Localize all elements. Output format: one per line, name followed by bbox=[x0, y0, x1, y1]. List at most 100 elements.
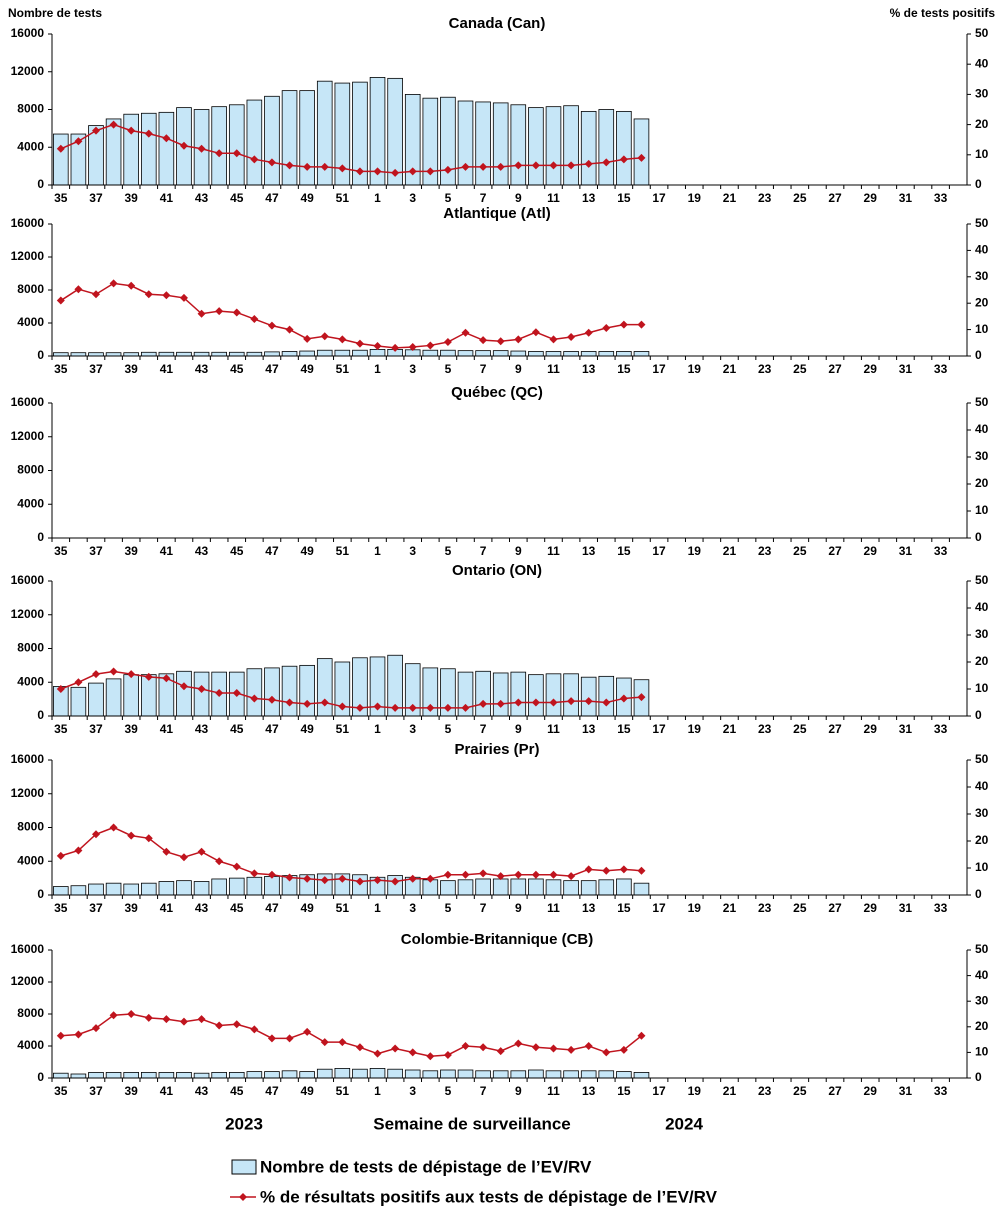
marker bbox=[109, 120, 118, 129]
x-tick-label: 21 bbox=[723, 722, 737, 736]
x-tick-label: 47 bbox=[265, 901, 279, 915]
x-tick-label: 9 bbox=[515, 1084, 522, 1098]
x-tick-label: 41 bbox=[160, 362, 174, 376]
bar bbox=[545, 673, 562, 717]
marker bbox=[373, 876, 382, 885]
bar bbox=[475, 101, 491, 186]
marker bbox=[197, 685, 206, 693]
marker bbox=[479, 1043, 488, 1052]
x-tick-label: 15 bbox=[617, 1084, 631, 1098]
y2-axis-label: % de tests positifs bbox=[890, 6, 996, 20]
bar bbox=[281, 1070, 298, 1079]
marker bbox=[602, 158, 611, 167]
y-tick-label: 12000 bbox=[11, 64, 45, 78]
bar bbox=[563, 105, 579, 186]
bar bbox=[246, 1071, 263, 1079]
bar bbox=[176, 670, 192, 717]
y2-tick-label: 20 bbox=[975, 476, 989, 490]
bar bbox=[316, 349, 333, 357]
bar bbox=[193, 1072, 210, 1079]
bar bbox=[228, 351, 245, 357]
x-tick-label: 25 bbox=[793, 191, 807, 205]
x-tick-label: 5 bbox=[445, 362, 452, 376]
x-tick-label: 9 bbox=[515, 191, 522, 205]
marker bbox=[179, 293, 188, 302]
marker bbox=[391, 1044, 400, 1053]
marker bbox=[479, 162, 488, 171]
bar bbox=[580, 351, 597, 357]
legend-label: % de résultats positifs aux tests de dép… bbox=[260, 1187, 718, 1206]
x-tick-label: 11 bbox=[547, 722, 560, 736]
marker bbox=[162, 134, 171, 143]
marker bbox=[443, 165, 452, 174]
bar bbox=[334, 1068, 351, 1079]
x-tick-label: 17 bbox=[652, 722, 666, 736]
y-tick-label: 8000 bbox=[17, 1006, 44, 1020]
x-tick-label: 15 bbox=[617, 722, 631, 736]
y2-tick-label: 20 bbox=[975, 295, 989, 309]
marker bbox=[496, 872, 505, 881]
y-tick-label: 4000 bbox=[17, 674, 44, 688]
bar bbox=[193, 881, 210, 896]
marker bbox=[479, 699, 488, 708]
marker bbox=[461, 870, 470, 879]
marker bbox=[267, 321, 276, 330]
marker bbox=[215, 149, 224, 158]
bar bbox=[422, 349, 439, 357]
x-tick-label: 51 bbox=[336, 362, 350, 376]
marker bbox=[144, 672, 153, 681]
bar bbox=[598, 109, 615, 186]
y2-tick-label: 10 bbox=[975, 147, 989, 161]
y-tick-label: 0 bbox=[37, 708, 44, 722]
y-tick-label: 8000 bbox=[17, 641, 44, 655]
marker bbox=[619, 320, 628, 329]
x-tick-label: 39 bbox=[125, 362, 139, 376]
y-tick-label: 16000 bbox=[11, 395, 45, 409]
y-tick-label: 12000 bbox=[11, 429, 45, 443]
marker bbox=[461, 162, 470, 171]
marker bbox=[303, 874, 312, 883]
year-label: 2024 bbox=[665, 1114, 703, 1133]
x-tick-label: 25 bbox=[793, 362, 807, 376]
marker bbox=[109, 279, 118, 288]
x-tick-label: 1 bbox=[374, 544, 381, 558]
x-tick-label: 37 bbox=[89, 362, 103, 376]
x-tick-label: 13 bbox=[582, 1084, 596, 1098]
marker bbox=[338, 702, 347, 711]
bar bbox=[123, 883, 139, 896]
y2-tick-label: 30 bbox=[975, 993, 989, 1007]
x-tick-label: 13 bbox=[582, 362, 596, 376]
x-tick-label: 13 bbox=[582, 901, 596, 915]
bar bbox=[105, 118, 122, 186]
line bbox=[60, 123, 642, 174]
bar bbox=[158, 881, 175, 896]
bar bbox=[123, 1072, 139, 1079]
x-tick-label: 27 bbox=[828, 191, 842, 205]
x-tick-label: 11 bbox=[547, 362, 560, 376]
x-axis-label: Semaine de surveillance bbox=[373, 1114, 571, 1133]
bar bbox=[633, 118, 650, 186]
x-tick-label: 43 bbox=[195, 544, 209, 558]
x-tick-label: 15 bbox=[617, 901, 631, 915]
marker bbox=[426, 874, 435, 883]
x-tick-label: 27 bbox=[828, 1084, 842, 1098]
y2-tick-label: 40 bbox=[975, 422, 989, 436]
x-tick-label: 37 bbox=[89, 722, 103, 736]
x-tick-label: 7 bbox=[480, 544, 487, 558]
marker bbox=[355, 877, 364, 886]
x-tick-label: 19 bbox=[688, 1084, 702, 1098]
x-tick-label: 9 bbox=[515, 544, 522, 558]
marker bbox=[373, 167, 382, 176]
marker bbox=[531, 1043, 540, 1052]
y-tick-label: 12000 bbox=[11, 249, 45, 263]
x-tick-label: 39 bbox=[125, 901, 139, 915]
bar bbox=[228, 877, 245, 896]
bar bbox=[510, 104, 527, 186]
bar bbox=[193, 671, 210, 717]
x-tick-label: 13 bbox=[582, 722, 596, 736]
marker bbox=[91, 290, 100, 299]
marker bbox=[74, 846, 83, 855]
bar bbox=[352, 1068, 368, 1079]
bar bbox=[440, 880, 456, 896]
marker bbox=[338, 874, 347, 883]
